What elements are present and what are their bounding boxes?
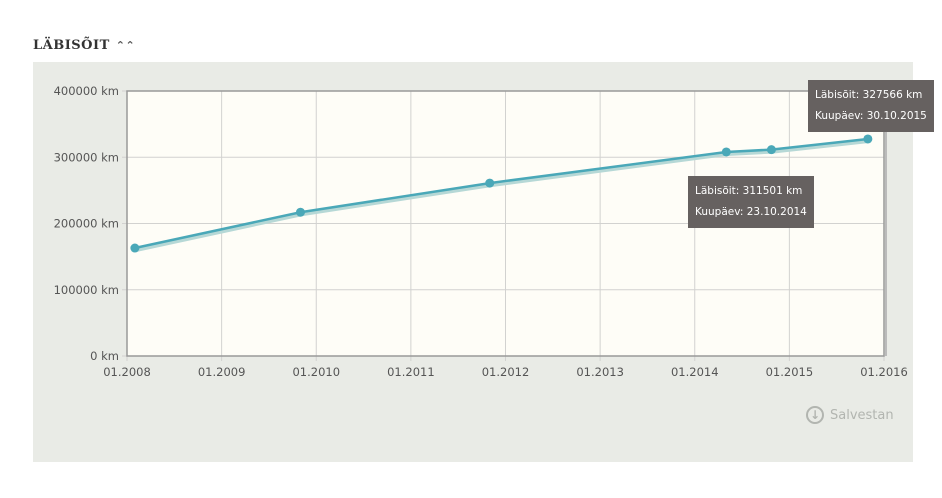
x-tick-label: 01.2013 xyxy=(576,365,624,379)
x-tick-label: 01.2014 xyxy=(671,365,719,379)
y-tick-label: 100000 km xyxy=(54,283,119,297)
tooltip-mileage: Läbisõit: 311501 km xyxy=(695,185,803,197)
data-point xyxy=(295,207,305,217)
plot-border xyxy=(126,90,885,357)
data-point xyxy=(766,145,776,155)
x-tick-label: 01.2016 xyxy=(860,365,908,379)
tooltip-date: Kuupäev: 30.10.2015 xyxy=(815,110,927,122)
x-tick-label: 01.2008 xyxy=(103,365,151,379)
data-point xyxy=(485,178,495,188)
save-button[interactable]: ↓ Salvestan xyxy=(806,406,894,424)
data-point xyxy=(721,147,731,157)
tooltip-hover: Läbisõit: 311501 km Kuupäev: 23.10.2014 xyxy=(688,176,814,228)
save-label: Salvestan xyxy=(830,407,894,423)
x-tick-label: 01.2009 xyxy=(198,365,246,379)
x-tick-label: 01.2011 xyxy=(387,365,435,379)
series-line xyxy=(134,137,868,250)
double-chevron-up-icon[interactable]: ⌃⌃ xyxy=(115,39,136,52)
y-tick-label: 200000 km xyxy=(54,217,119,231)
y-tick-label: 0 km xyxy=(90,349,119,363)
x-tick-label: 01.2012 xyxy=(482,365,530,379)
section-title-text: LÄBISÕIT xyxy=(33,38,110,53)
download-arrow-icon: ↓ xyxy=(806,406,824,424)
series-line-shadow xyxy=(135,138,870,252)
x-tick-label: 01.2015 xyxy=(766,365,814,379)
data-point xyxy=(863,134,873,144)
tooltip-mileage: Läbisõit: 327566 km xyxy=(815,89,923,101)
tooltip-date: Kuupäev: 23.10.2014 xyxy=(695,206,807,218)
data-point xyxy=(130,243,140,253)
tooltip-last: Läbisõit: 327566 km Kuupäev: 30.10.2015 xyxy=(808,80,934,132)
x-tick-label: 01.2010 xyxy=(292,365,340,379)
y-tick-label: 400000 km xyxy=(54,84,119,98)
section-title[interactable]: LÄBISÕIT ⌃⌃ xyxy=(33,38,135,53)
y-tick-label: 300000 km xyxy=(54,150,119,164)
